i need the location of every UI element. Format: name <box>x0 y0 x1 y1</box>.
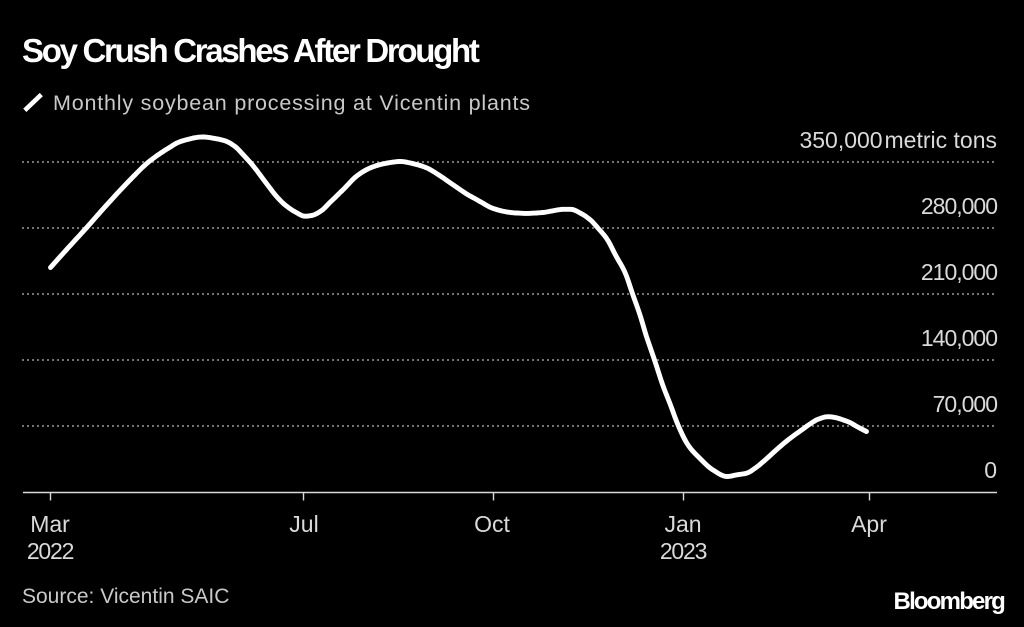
svg-text:Source: Vicentin SAIC: Source: Vicentin SAIC <box>22 585 229 608</box>
svg-text:Apr: Apr <box>851 511 887 537</box>
svg-text:70,000: 70,000 <box>933 391 998 417</box>
svg-text:350,000 metric tons: 350,000 metric tons <box>799 127 997 153</box>
svg-text:Bloomberg: Bloomberg <box>894 588 1006 615</box>
svg-text:2022: 2022 <box>27 538 74 564</box>
svg-text:Jul: Jul <box>289 511 318 537</box>
svg-text:Mar: Mar <box>30 511 70 537</box>
svg-text:Oct: Oct <box>474 511 510 537</box>
svg-text:Soy Crush Crashes After Drough: Soy Crush Crashes After Drought <box>22 32 480 69</box>
svg-text:Monthly soybean processing at: Monthly soybean processing at Vicentin p… <box>53 91 531 115</box>
svg-text:210,000: 210,000 <box>921 259 997 285</box>
svg-text:2023: 2023 <box>660 538 707 564</box>
svg-text:280,000: 280,000 <box>921 193 997 219</box>
svg-text:Jan: Jan <box>664 511 701 537</box>
svg-text:140,000: 140,000 <box>921 325 997 351</box>
svg-text:0: 0 <box>984 457 997 483</box>
